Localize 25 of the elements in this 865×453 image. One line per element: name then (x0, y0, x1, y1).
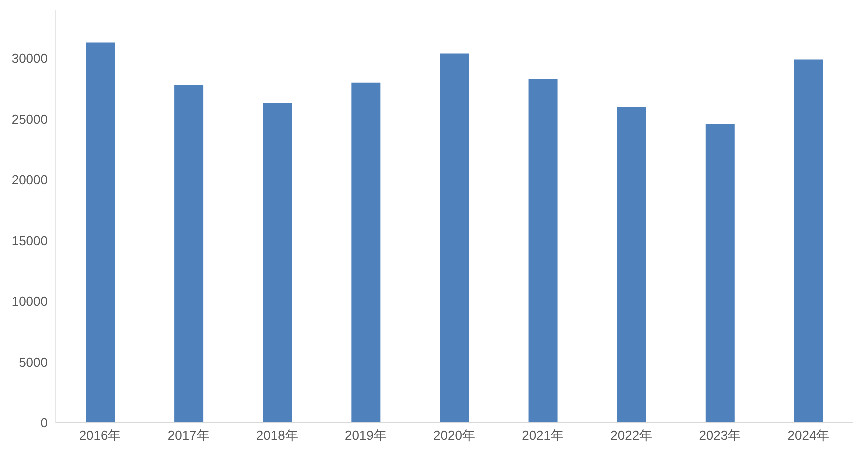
bar (263, 104, 292, 423)
x-tick-label: 2017年 (168, 428, 210, 444)
x-tick-label: 2019年 (344, 428, 387, 444)
bar (440, 54, 470, 423)
x-tick-label: 2022年 (610, 428, 653, 444)
bar (617, 107, 646, 423)
x-tick-label: 2021年 (522, 428, 564, 444)
bar (794, 60, 824, 423)
y-tick-label: 10000 (12, 294, 48, 310)
bar (706, 124, 735, 423)
bar (352, 82, 381, 423)
y-tick-label: 25000 (12, 112, 48, 127)
x-tick-label: 2024年 (788, 428, 830, 444)
bar (174, 85, 204, 423)
y-tick-label: 5000 (19, 354, 48, 370)
bar (86, 42, 115, 423)
x-tick-label: 2023年 (699, 428, 742, 444)
y-tick-label: 15000 (12, 233, 48, 248)
y-tick-label: 20000 (12, 172, 48, 188)
y-tick-label: 0 (40, 416, 48, 431)
y-tick-label: 30000 (12, 51, 48, 66)
x-tick-label: 2016年 (79, 428, 122, 444)
x-tick-label: 2018年 (256, 428, 298, 444)
x-tick-label: 2020年 (434, 428, 476, 444)
bar (528, 79, 558, 423)
